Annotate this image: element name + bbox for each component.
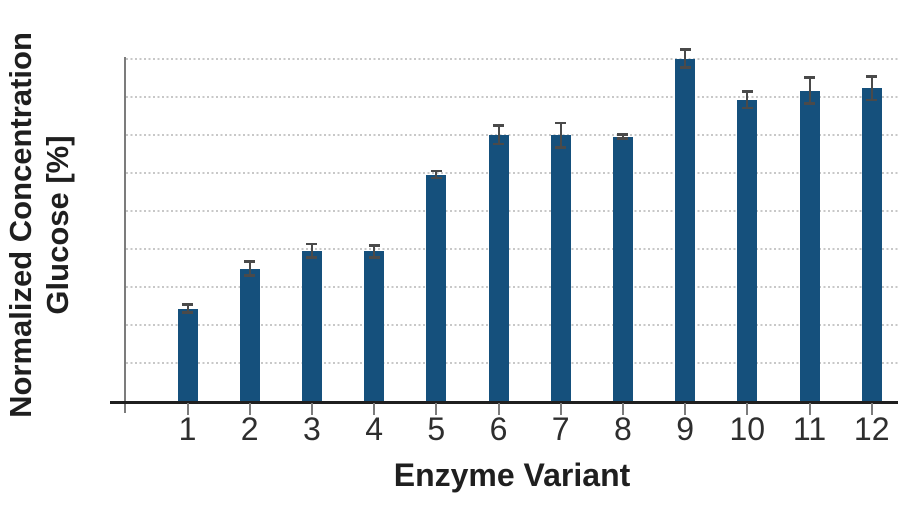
error-bar-cap-bottom — [244, 274, 256, 277]
error-bar-cap-bottom — [430, 176, 442, 180]
x-tick-label-2: 2 — [240, 411, 259, 447]
bar-variant-1 — [177, 308, 198, 401]
x-tick-label-10: 10 — [729, 411, 766, 447]
error-bar-cap-bottom — [866, 98, 878, 102]
x-tick — [746, 403, 749, 415]
error-bar-cap-bottom — [368, 256, 380, 259]
bar-variant-7 — [550, 135, 571, 401]
error-bar-cap-top — [804, 76, 815, 79]
error-bar-cap-top — [493, 124, 504, 127]
x-tick-label-3: 3 — [302, 411, 321, 447]
x-tick — [684, 403, 687, 415]
gridline — [126, 323, 898, 326]
error-bar-cap-top — [430, 169, 442, 173]
error-bar-cap-top — [555, 121, 567, 125]
error-bar-cap-top — [182, 303, 193, 306]
x-tick-label-5: 5 — [427, 411, 446, 447]
error-bar-line — [684, 49, 687, 68]
error-bar-cap-bottom — [182, 311, 193, 314]
gridline — [126, 361, 898, 364]
x-tick — [497, 403, 500, 415]
error-bar-line — [186, 304, 189, 313]
x-axis-line — [110, 401, 898, 404]
gridline — [126, 285, 898, 288]
error-bar-line — [310, 243, 313, 258]
x-axis-title: Enzyme Variant — [393, 457, 631, 493]
y-axis-title: Normalized Concentration Glucose [%] — [2, 0, 80, 450]
error-bar-cap-top — [368, 244, 380, 247]
bar-variant-10 — [737, 99, 758, 401]
error-bar-cap-top — [244, 260, 256, 263]
error-bar-line — [621, 134, 624, 139]
error-bar-cap-bottom — [306, 256, 318, 259]
bar-variant-6 — [488, 134, 509, 401]
bar-variant-12 — [861, 88, 882, 401]
error-bar-cap-bottom — [741, 106, 753, 110]
gridline — [126, 209, 898, 212]
error-bar-cap-top — [306, 242, 318, 246]
error-bar-cap-top — [679, 48, 691, 51]
error-bar-cap-bottom — [493, 142, 504, 146]
error-bar-cap-top — [617, 133, 629, 136]
bar-variant-2 — [239, 268, 260, 401]
error-bar-line — [497, 125, 500, 144]
y-axis-title-line-1: Normalized Concentration — [3, 32, 38, 418]
error-bar-line — [746, 91, 749, 109]
error-bar-line — [373, 245, 376, 258]
x-tick — [186, 403, 189, 415]
x-tick-label-4: 4 — [365, 411, 383, 447]
error-bar-line — [808, 77, 811, 104]
x-tick-label-1: 1 — [178, 411, 197, 447]
y-axis-line — [123, 57, 126, 413]
x-tick — [808, 403, 811, 415]
error-bar-cap-bottom — [617, 137, 629, 140]
error-bar-cap-bottom — [555, 146, 567, 149]
x-tick — [310, 403, 313, 415]
bar-variant-5 — [426, 174, 447, 401]
gridline — [126, 171, 898, 174]
x-tick-label-7: 7 — [551, 411, 570, 447]
error-bar-cap-bottom — [679, 66, 691, 69]
gridline — [126, 95, 898, 98]
bar-variant-11 — [799, 90, 820, 401]
bar-variant-8 — [612, 136, 633, 401]
bar-variant-9 — [675, 58, 696, 401]
bar-variant-3 — [301, 250, 322, 401]
x-tick-label-9: 9 — [676, 411, 694, 447]
x-tick-label-6: 6 — [489, 411, 508, 447]
error-bar-line — [435, 171, 438, 179]
error-bar-line — [870, 76, 873, 101]
x-tick-label-8: 8 — [613, 411, 632, 447]
gridline — [126, 57, 898, 60]
x-tick — [870, 403, 873, 415]
error-bar-cap-top — [866, 75, 878, 78]
x-tick — [621, 403, 624, 415]
x-tick — [248, 403, 251, 415]
gridline — [126, 247, 898, 250]
x-tick — [435, 403, 438, 415]
plot-area — [110, 30, 898, 415]
error-bar-cap-bottom — [804, 102, 815, 105]
x-tick — [373, 403, 376, 415]
error-bar-line — [248, 261, 251, 276]
x-tick-label-12: 12 — [853, 411, 890, 447]
x-tick — [559, 403, 562, 415]
error-bar-cap-top — [741, 90, 753, 93]
bar-variant-4 — [364, 251, 385, 401]
error-bar-line — [559, 123, 562, 148]
y-axis-title-line-2: Glucose [%] — [40, 135, 75, 315]
x-tick-label-11: 11 — [792, 411, 827, 447]
gridline — [126, 133, 898, 136]
